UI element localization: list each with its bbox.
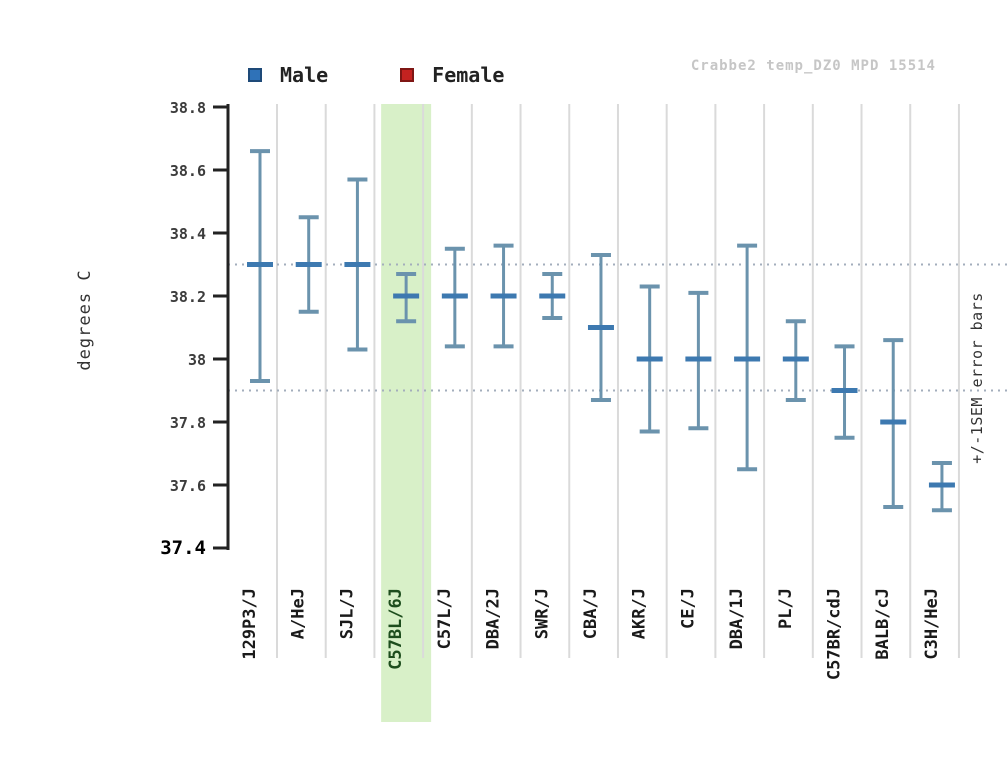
gridlines	[276, 104, 960, 658]
y-tick-label: 38.8	[170, 99, 206, 117]
errorbar-PL/J	[782, 319, 809, 402]
y-tick-label: 37.4	[160, 537, 206, 559]
strain-label-AKR/J: AKR/J	[630, 588, 650, 639]
male-swatch-icon	[248, 68, 262, 82]
y-tick-label: 38.4	[170, 225, 206, 243]
strain-label-CE/J: CE/J	[678, 588, 698, 629]
strain-label-SJL/J: SJL/J	[337, 588, 357, 639]
female-swatch-icon	[400, 68, 415, 82]
strain-label-C57BL/6J: C57BL/6J	[386, 588, 406, 670]
strain-label-SWR/J: SWR/J	[532, 588, 552, 639]
errorbar-C57BR/cdJ	[831, 344, 858, 440]
legend-male-label: Male	[280, 63, 329, 87]
errorbar-C57BL/6J	[393, 271, 420, 324]
y-tick-label: 37.8	[170, 414, 206, 432]
y-tick-label: 38	[188, 351, 206, 369]
strain-label-C57BR/cdJ: C57BR/cdJ	[825, 588, 845, 680]
strain-label-129P3/J: 129P3/J	[240, 588, 260, 660]
strain-label-BALB/cJ: BALB/cJ	[873, 588, 893, 660]
y-tick-label: 37.6	[170, 477, 206, 495]
errorbar-C57L/J	[441, 246, 468, 349]
sem-error-bar-note: +/-1SEM error bars	[968, 292, 986, 464]
strain-label-CBA/J: CBA/J	[581, 588, 601, 639]
strain-label-A/HeJ: A/HeJ	[289, 588, 309, 639]
legend-item-female: Female	[400, 63, 504, 87]
y-tick-label: 38.2	[170, 288, 206, 306]
errorbar-SWR/J	[539, 271, 566, 321]
strain-label-DBA/2J: DBA/2J	[484, 588, 504, 649]
legend: Male Female	[248, 63, 576, 87]
errorbar-CE/J	[685, 290, 712, 431]
legend-item-male: Male	[248, 63, 328, 87]
errorbar-SJL/J	[344, 177, 371, 352]
errorbar-BALB/cJ	[880, 338, 907, 510]
legend-female-label: Female	[432, 63, 505, 87]
errorbar-DBA/2J	[490, 243, 517, 349]
strain-label-PL/J: PL/J	[776, 588, 796, 629]
errorbar-C3H/HeJ	[928, 460, 955, 513]
errorbar-DBA/1J	[734, 243, 761, 472]
strain-label-DBA/1J: DBA/1J	[727, 588, 747, 649]
strain-label-C57L/J: C57L/J	[435, 588, 455, 649]
y-axis: 38.8 38.6 38.4 38.2 38 37.8 37.6 37.4	[160, 99, 230, 559]
watermark-title: Crabbe2 temp_DZ0 MPD 15514	[690, 58, 936, 74]
y-tick-label: 38.6	[170, 162, 206, 180]
errorbar-CBA/J	[587, 253, 614, 402]
errorbar-129P3/J	[247, 149, 273, 384]
errorbar-A/HeJ	[295, 215, 322, 314]
errorbar-AKR/J	[636, 284, 663, 434]
strain-label-C3H/HeJ: C3H/HeJ	[922, 588, 942, 660]
